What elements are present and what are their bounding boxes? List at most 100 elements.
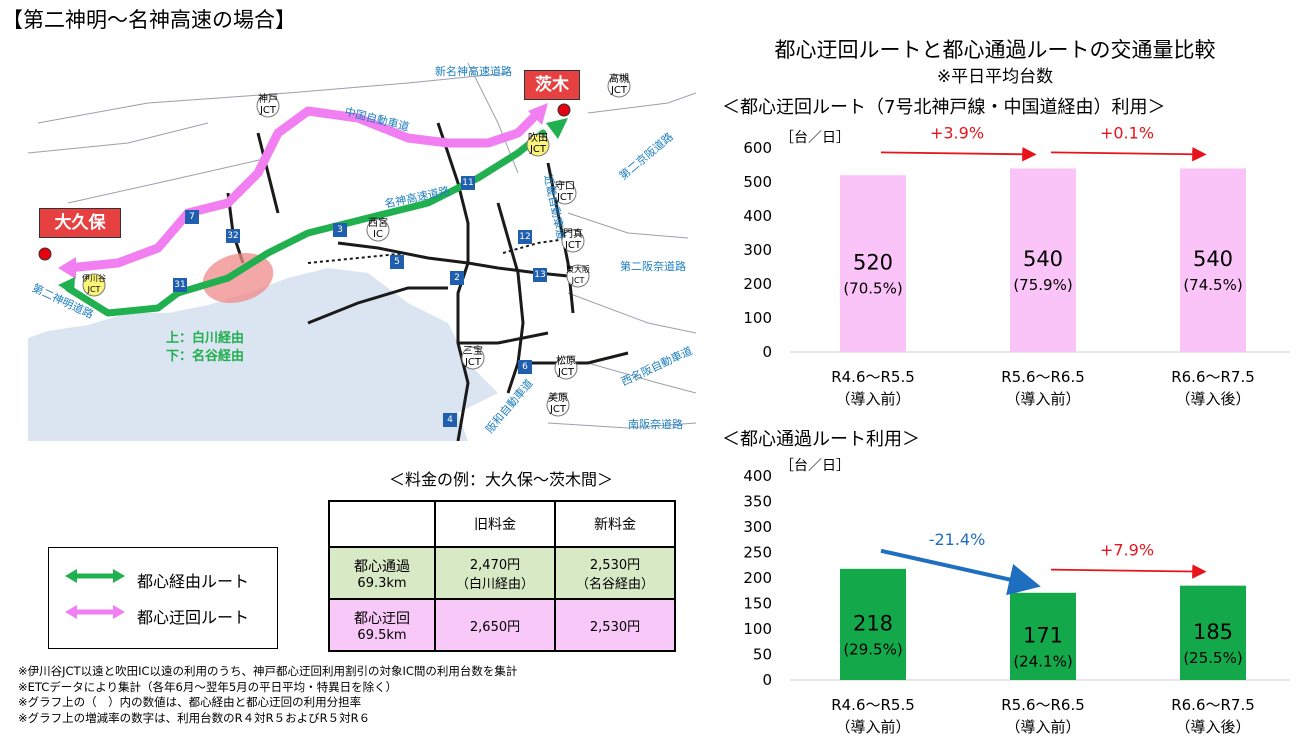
share-label: (25.5%) <box>1183 649 1242 667</box>
green-arrow-icon <box>65 569 125 583</box>
jct-label-sanpo: 三宝 JCT <box>463 346 483 368</box>
route-number-32: 32 <box>227 231 239 241</box>
data-label: 540 <box>1023 247 1063 271</box>
fare-route-dist: 69.3km <box>357 575 407 591</box>
y-tick-label: 400 <box>743 207 772 225</box>
fare-table: 旧料金 新料金 都心通過 69.3km 2,470円 （白川経由） 2,530円 （名… <box>328 500 676 652</box>
y-axis-label: ［台／日］ <box>780 130 850 146</box>
change-arrow <box>1050 147 1207 162</box>
jct-label-higashiosaka: 東大阪 JCT <box>566 265 590 285</box>
route-number-31: 31 <box>174 280 186 290</box>
fare-header-blank <box>328 500 436 548</box>
fare-route-cell: 都心通過 69.3km <box>328 546 436 600</box>
route-number-11: 11 <box>462 178 474 188</box>
change-label: +0.1% <box>1100 123 1154 142</box>
y-axis-label: ［台／日］ <box>780 458 850 474</box>
road-label-minamihanna: 南阪奈道路 <box>628 418 683 431</box>
y-tick-label: 200 <box>743 275 772 293</box>
legend-label-pink: 都心迂回ルート <box>137 608 250 627</box>
bar <box>1010 592 1076 680</box>
road-label-shinmeishin: 新名神高速道路 <box>435 65 512 78</box>
comparison-subtitle: ※平日平均台数 <box>936 67 1054 87</box>
x-tick-label: R6.6～R7.5 <box>1171 368 1255 386</box>
fare-old-via: （白川経由） <box>455 577 534 592</box>
table-row: 都心迂回 69.5km 2,650円 2,530円 <box>328 598 676 652</box>
x-tick-sublabel: （導入前） <box>835 718 910 736</box>
x-tick-label: R5.6～R6.5 <box>1001 696 1085 714</box>
y-tick-label: 300 <box>743 241 772 259</box>
x-tick-label: R5.6～R6.5 <box>1001 368 1085 386</box>
x-tick-sublabel: （導入前） <box>835 390 910 408</box>
jct-label-moriguchi: 守口 JCT <box>555 181 575 203</box>
y-tick-label: 0 <box>762 671 772 689</box>
footnote: ※グラフ上の（ ）内の数値は、都心経由と都心迂回の利用分担率 <box>18 695 362 709</box>
share-label: (74.5%) <box>1183 276 1242 294</box>
comparison-title: 都心迂回ルートと都心通過ルートの交通量比較 <box>774 38 1216 62</box>
y-tick-label: 250 <box>743 544 772 562</box>
data-label: 171 <box>1023 623 1063 647</box>
jct-label-matsubara: 松原 JCT <box>556 356 576 378</box>
route-number-7: 7 <box>189 212 195 222</box>
fare-new-cell: 2,530円 <box>554 598 676 652</box>
fare-new-price: 2,530円 <box>589 558 641 573</box>
bar <box>840 568 906 680</box>
y-tick-label: 100 <box>743 620 772 638</box>
share-label: (75.9%) <box>1013 276 1072 294</box>
x-tick-label: R4.6～R5.5 <box>831 368 915 386</box>
fare-route-dist: 69.5km <box>357 627 407 643</box>
legend-label-green: 都心経由ルート <box>137 572 250 591</box>
x-tick-label: R4.6～R5.5 <box>831 696 915 714</box>
x-tick-label: R6.6～R7.5 <box>1171 696 1255 714</box>
x-tick-sublabel: （導入後） <box>1175 390 1250 408</box>
x-tick-sublabel: （導入前） <box>1005 390 1080 408</box>
route-number-12: 12 <box>519 232 531 242</box>
data-label: 218 <box>853 611 893 635</box>
fare-new-price: 2,530円 <box>589 619 641 635</box>
fare-new-cell: 2,530円 （名谷経由） <box>554 546 676 600</box>
y-tick-label: 350 <box>743 493 772 511</box>
change-arrow <box>880 548 1041 596</box>
route-number-3: 3 <box>337 225 343 235</box>
fare-header-old: 旧料金 <box>434 500 556 548</box>
route-legend: 都心経由ルート 都心迂回ルート <box>48 547 278 649</box>
footnote: ※グラフ上の増減率の数字は、利用台数のR４対R５およびR５対R６ <box>18 710 371 725</box>
footnotes: ※伊川谷JCT以遠と吹田IC以遠の利用のうち、神戸都心迂回利用割引の対象IC間の… <box>18 664 517 726</box>
okubo-label: 大久保 <box>39 208 121 238</box>
fare-route-name: 都心通過 <box>354 558 410 575</box>
change-label: +7.9% <box>1100 541 1154 560</box>
change-label: +3.9% <box>930 123 984 142</box>
x-tick-sublabel: （導入後） <box>1175 718 1250 736</box>
fare-route-name: 都心迂回 <box>354 610 410 627</box>
y-tick-label: 200 <box>743 569 772 587</box>
fare-route-cell: 都心迂回 69.5km <box>328 598 436 652</box>
bar <box>1180 585 1246 680</box>
change-arrow <box>880 147 1037 162</box>
x-tick-sublabel: （導入前） <box>1005 718 1080 736</box>
y-tick-label: 100 <box>743 309 772 327</box>
change-label: -21.4% <box>929 530 986 549</box>
ic-label-nishinomiya: 西宮 IC <box>368 218 388 240</box>
jct-label-kadoma: 門真 JCT <box>563 229 583 251</box>
data-label: 540 <box>1193 247 1233 271</box>
chart-title-through: ＜都心通過ルート利用＞ <box>722 429 920 450</box>
jct-label-kobe: 神戸 JCT <box>258 94 278 116</box>
bar <box>1010 168 1076 352</box>
page-title: 【第二神明～名神高速の場合】 <box>2 8 296 32</box>
y-tick-label: 0 <box>762 343 772 361</box>
fare-title: ＜料金の例：大久保～茨木間＞ <box>388 470 613 489</box>
data-label: 520 <box>853 251 893 275</box>
y-tick-label: 150 <box>743 595 772 613</box>
route-note-upper: 上：白川経由 <box>166 331 245 346</box>
data-label: 185 <box>1193 620 1233 644</box>
y-tick-label: 50 <box>753 646 772 664</box>
y-tick-label: 600 <box>743 139 772 157</box>
bar <box>1180 168 1246 352</box>
y-tick-label: 300 <box>743 518 772 536</box>
through-route-chart: 0 50 100 150 200 250 300 350 400 ［台／日］ 218 (29.5%) R… <box>743 458 1290 736</box>
route-map-graphic <box>28 63 696 441</box>
jct-label-mihara: 美原 JCT <box>548 393 568 415</box>
jct-label-ikawadani: 伊川谷 JCT <box>82 274 106 294</box>
share-label: (24.1%) <box>1013 652 1072 670</box>
route-number-4: 4 <box>447 415 453 425</box>
table-row: 都心通過 69.3km 2,470円 （白川経由） 2,530円 （名谷経由） <box>328 546 676 600</box>
